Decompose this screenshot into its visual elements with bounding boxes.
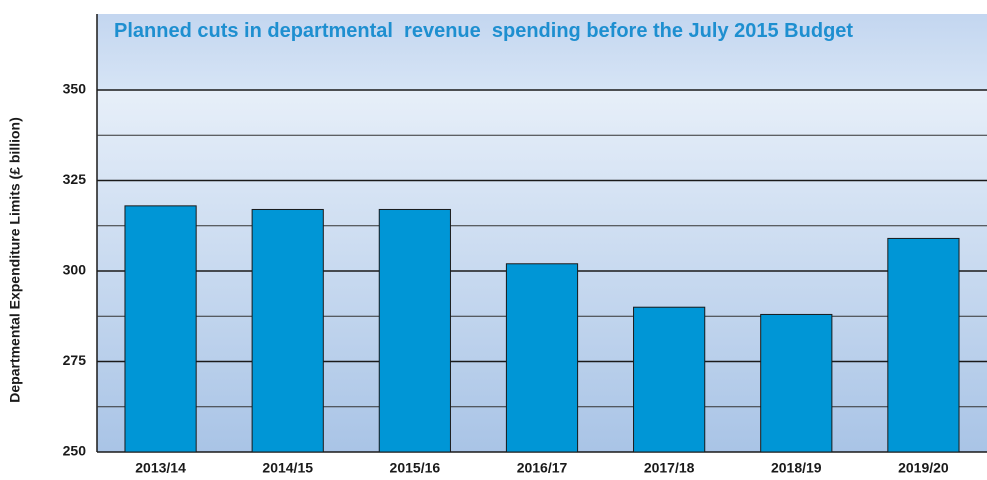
bar xyxy=(760,313,833,453)
bar xyxy=(378,208,451,453)
bar xyxy=(505,263,579,453)
x-tick-label: 2016/17 xyxy=(517,460,568,476)
bar xyxy=(251,208,324,453)
bar xyxy=(887,237,960,453)
y-tick-label: 350 xyxy=(63,81,87,97)
title-box: Planned cuts in departmental revenue spe… xyxy=(114,20,854,42)
x-tick-label: 2015/16 xyxy=(390,460,441,476)
x-tick-label: 2017/18 xyxy=(644,460,695,476)
x-tick-label: 2018/19 xyxy=(771,460,822,476)
x-tick-label: 2013/14 xyxy=(135,460,186,476)
chart-title: Planned cuts in departmental revenue spe… xyxy=(114,20,854,42)
y-tick-label: 275 xyxy=(63,352,87,368)
y-tick-label: 250 xyxy=(63,443,87,459)
x-tick-label: 2014/15 xyxy=(262,460,313,476)
bar xyxy=(124,205,197,453)
y-tick-label: 325 xyxy=(63,171,87,187)
y-tick-label: 300 xyxy=(63,262,87,278)
bar xyxy=(633,306,706,453)
title-band xyxy=(97,14,987,90)
x-tick-label: 2019/20 xyxy=(898,460,949,476)
y-axis-label: Departmental Expenditure Limits (£ billi… xyxy=(7,117,23,402)
